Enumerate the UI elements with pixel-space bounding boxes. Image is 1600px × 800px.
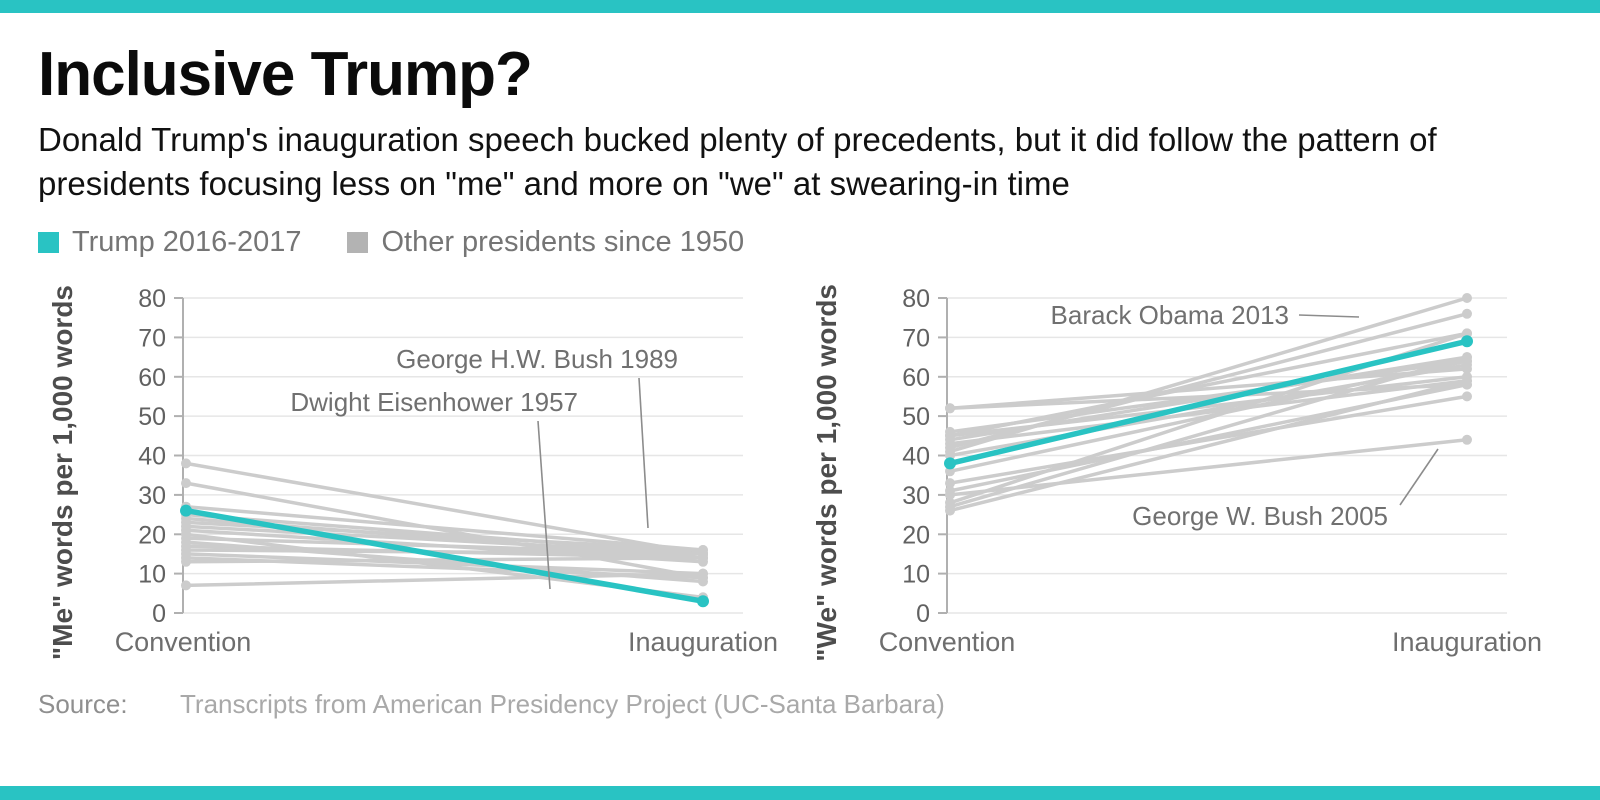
y-tick-label: 40 [902, 442, 930, 470]
endpoint-dot [181, 556, 191, 567]
other-president-line [184, 504, 705, 552]
annotation-label: Barack Obama 2013 [1051, 300, 1289, 330]
y-tick-label: 30 [138, 482, 166, 510]
x-axis-label: Inauguration [1392, 627, 1542, 657]
legend: Trump 2016-2017 Other presidents since 1… [38, 226, 1562, 259]
y-tick-label: 50 [902, 403, 930, 431]
y-tick-label: 20 [138, 521, 166, 549]
other-president-line [184, 512, 705, 556]
y-tick-label: 80 [138, 285, 166, 313]
annotation-leader [638, 377, 649, 528]
legend-item-trump: Trump 2016-2017 [38, 226, 301, 259]
trump-line [947, 338, 1470, 466]
other-president-line [948, 355, 1469, 509]
endpoint-dot [1462, 375, 1472, 386]
charts-row: "Me" words per 1,000 words 0 10 20 30 40 50 60… [38, 273, 1562, 673]
other-president-line [948, 437, 1469, 497]
annotation-label: George W. Bush 2005 [1132, 501, 1388, 531]
legend-label-trump: Trump 2016-2017 [72, 225, 302, 258]
source-label: Source: [38, 688, 128, 719]
other-president-line [948, 296, 1469, 454]
me-slope-chart: 0 10 20 30 40 50 60 70 80 George H.W. Bush 1989 Dw… [88, 273, 788, 673]
y-tick-label: 70 [902, 324, 930, 352]
we-slope-chart: 0 10 20 30 40 50 60 70 80 Barack Obama 2013 George… [852, 273, 1552, 673]
endpoint-dot [1462, 434, 1472, 445]
we-chart-ylabel-wrap: "We" words per 1,000 words [802, 273, 852, 673]
endpoint-dot [181, 458, 191, 469]
annotation-label: George H.W. Bush 1989 [396, 344, 678, 374]
endpoint-dot [945, 489, 955, 500]
endpoint-dot [1462, 292, 1472, 303]
other-president-line [948, 359, 1469, 473]
y-tick-label: 60 [138, 364, 166, 392]
x-axis-label: Convention [115, 627, 252, 657]
page-title: Inclusive Trump? [38, 40, 533, 109]
we-chart-ylabel: "We" words per 1,000 words [811, 283, 842, 662]
y-tick-label: 60 [902, 364, 930, 392]
endpoint-dot [181, 477, 191, 488]
chart-me-words: "Me" words per 1,000 words 0 10 20 30 40 50 60… [38, 273, 788, 673]
y-tick-label: 40 [138, 442, 166, 470]
chart-we-words: "We" words per 1,000 words 0 10 20 30 40 50 60… [802, 273, 1552, 673]
annotation-leader [1298, 313, 1360, 318]
y-tick-label: 20 [902, 521, 930, 549]
endpoint-dot [945, 505, 955, 516]
trump-endpoint-dot [1461, 335, 1473, 348]
other-president-line [948, 394, 1469, 485]
legend-label-others: Other presidents since 1950 [381, 225, 745, 258]
bottom-accent-bar [0, 786, 1600, 800]
slope-chart-svg: 0 10 20 30 40 50 60 70 80 George H.W. Bush 1989 Dw… [115, 285, 778, 657]
page-subtitle: Donald Trump's inauguration speech bucke… [38, 121, 1437, 202]
annotation-leader [1399, 448, 1439, 506]
me-chart-ylabel: "Me" words per 1,000 words [47, 285, 78, 661]
endpoint-dot [698, 568, 708, 579]
annotation-label: Dwight Eisenhower 1957 [290, 387, 578, 417]
source-row: Source: Transcripts from American Presid… [38, 689, 1562, 720]
legend-item-others: Other presidents since 1950 [347, 226, 744, 259]
endpoint-dot [1462, 308, 1472, 319]
endpoint-dot [1462, 391, 1472, 402]
other-president-line [948, 378, 1469, 446]
endpoint-dot [181, 580, 191, 591]
other-president-line [184, 571, 705, 587]
trump-swatch-icon [38, 231, 59, 253]
endpoint-dot [945, 477, 955, 488]
y-tick-label: 10 [138, 560, 166, 588]
top-accent-bar [0, 0, 1600, 13]
endpoint-dot [945, 403, 955, 414]
trump-endpoint-dot [180, 504, 192, 517]
x-axis-label: Convention [879, 627, 1016, 657]
y-tick-label: 70 [138, 324, 166, 352]
other-president-line [184, 536, 705, 556]
x-axis-label: Inauguration [628, 627, 778, 657]
me-chart-ylabel-wrap: "Me" words per 1,000 words [38, 273, 88, 673]
other-president-line [184, 461, 705, 556]
other-president-line [184, 524, 705, 556]
trump-endpoint-dot [944, 457, 956, 470]
page-content: Inclusive Trump? Donald Trump's inaugura… [0, 39, 1600, 720]
endpoint-dot [698, 552, 708, 563]
annotation-leader [537, 420, 551, 589]
other-president-line [948, 331, 1469, 438]
other-president-line [184, 551, 705, 576]
other-president-line [948, 366, 1469, 410]
trump-endpoint-dot [697, 594, 709, 607]
other-president-line [184, 555, 705, 564]
other-president-line [948, 378, 1469, 513]
trump-line [183, 507, 706, 604]
other-president-line [184, 481, 705, 580]
y-tick-label: 0 [152, 600, 166, 628]
slope-chart-svg: 0 10 20 30 40 50 60 70 80 Barack Obama 2013 George… [879, 285, 1542, 657]
y-tick-label: 10 [902, 560, 930, 588]
y-tick-label: 0 [916, 600, 930, 628]
endpoint-dot [1462, 351, 1472, 362]
others-swatch-icon [347, 231, 369, 253]
other-president-line [184, 548, 705, 556]
y-tick-label: 50 [138, 403, 166, 431]
y-tick-label: 80 [902, 285, 930, 313]
y-tick-label: 30 [902, 482, 930, 510]
source-text: Transcripts from American Presidency Pro… [180, 688, 945, 719]
